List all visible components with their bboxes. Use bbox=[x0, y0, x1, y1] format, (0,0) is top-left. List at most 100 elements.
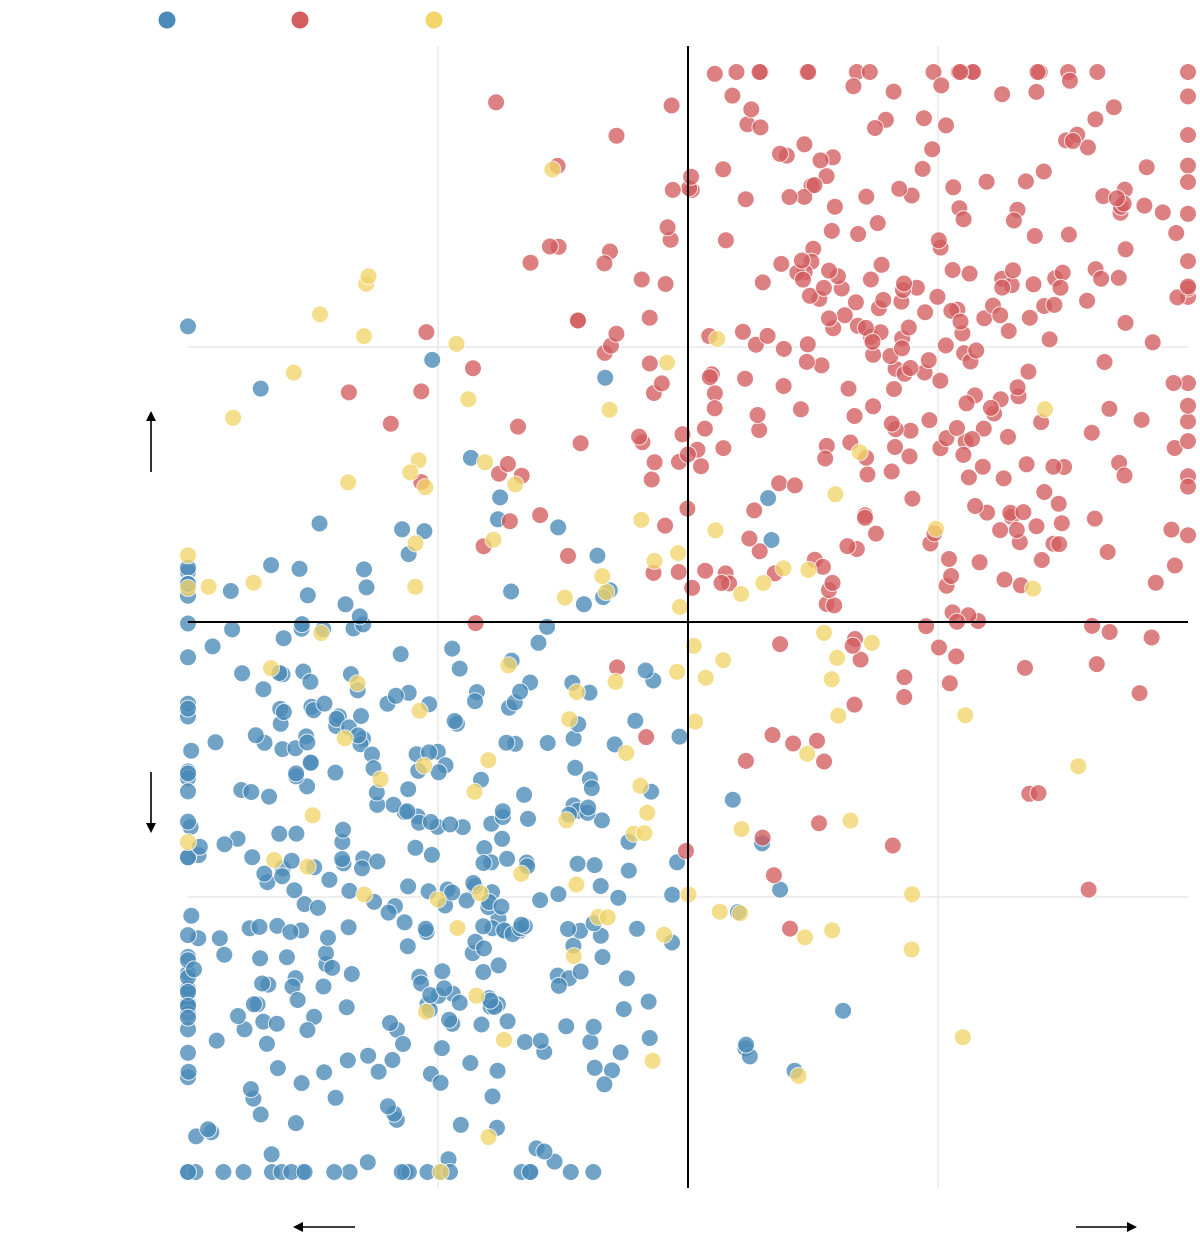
data-point-series-1 bbox=[474, 917, 493, 936]
data-point-series-1 bbox=[592, 811, 611, 830]
data-point-series-3 bbox=[710, 902, 729, 921]
data-point-series-2 bbox=[861, 270, 880, 289]
data-point-series-2 bbox=[895, 668, 914, 687]
data-point-series-2 bbox=[846, 293, 865, 312]
data-point-series-1 bbox=[179, 1043, 197, 1062]
data-point-series-2 bbox=[1088, 63, 1107, 81]
data-point-series-2 bbox=[872, 255, 891, 274]
data-point-series-1 bbox=[443, 639, 462, 658]
data-point-series-3 bbox=[1024, 579, 1043, 598]
data-point-series-3 bbox=[448, 919, 467, 937]
data-point-series-1 bbox=[511, 682, 530, 701]
data-point-series-3 bbox=[484, 530, 503, 549]
data-point-series-2 bbox=[1053, 263, 1072, 282]
data-point-series-2 bbox=[1025, 227, 1044, 245]
data-point-series-3 bbox=[902, 940, 921, 959]
data-point-series-1 bbox=[301, 672, 320, 691]
data-point-series-2 bbox=[733, 322, 752, 341]
data-point-series-1 bbox=[179, 926, 197, 945]
data-point-series-2 bbox=[1179, 526, 1197, 545]
data-point-series-1 bbox=[381, 1014, 399, 1032]
data-point-series-2 bbox=[770, 474, 789, 493]
data-point-series-2 bbox=[1016, 172, 1035, 191]
data-point-series-1 bbox=[203, 637, 222, 656]
data-point-series-2 bbox=[1087, 655, 1106, 674]
data-point-series-1 bbox=[214, 1163, 233, 1181]
data-point-series-1 bbox=[549, 976, 568, 995]
data-point-series-3 bbox=[953, 1028, 972, 1047]
data-point-series-2 bbox=[800, 286, 819, 305]
data-point-series-2 bbox=[991, 521, 1010, 540]
data-point-series-3 bbox=[826, 485, 845, 504]
data-point-series-3 bbox=[593, 567, 612, 586]
data-point-series-1 bbox=[251, 379, 270, 398]
data-point-series-1 bbox=[358, 1153, 377, 1172]
data-point-series-1 bbox=[270, 824, 289, 843]
data-point-series-1 bbox=[295, 1163, 314, 1181]
data-point-series-1 bbox=[320, 870, 339, 889]
data-point-series-2 bbox=[1153, 203, 1172, 222]
data-point-series-1 bbox=[515, 785, 534, 804]
data-point-series-3 bbox=[815, 623, 833, 642]
data-point-series-2 bbox=[540, 237, 559, 256]
data-point-series-2 bbox=[632, 270, 651, 289]
data-point-series-2 bbox=[1162, 520, 1181, 539]
data-point-series-1 bbox=[393, 520, 412, 539]
data-point-series-2 bbox=[569, 311, 587, 330]
data-point-series-2 bbox=[781, 919, 799, 938]
data-point-series-1 bbox=[379, 903, 398, 922]
data-point-series-1 bbox=[333, 850, 352, 868]
data-point-series-2 bbox=[811, 151, 830, 170]
data-point-series-1 bbox=[498, 849, 517, 868]
data-point-series-2 bbox=[1116, 240, 1135, 259]
data-point-series-3 bbox=[312, 624, 331, 642]
data-point-series-3 bbox=[828, 648, 847, 667]
data-point-series-2 bbox=[993, 278, 1012, 297]
data-point-series-2 bbox=[849, 225, 868, 243]
data-point-series-1 bbox=[421, 813, 440, 831]
data-point-series-2 bbox=[736, 751, 755, 770]
data-point-series-1 bbox=[287, 764, 306, 783]
data-point-series-3 bbox=[655, 925, 674, 944]
data-point-series-1 bbox=[326, 1088, 345, 1107]
data-point-series-1 bbox=[233, 664, 252, 683]
data-point-series-1 bbox=[327, 709, 346, 728]
data-point-series-1 bbox=[617, 969, 636, 988]
data-point-series-1 bbox=[326, 763, 345, 782]
data-point-series-2 bbox=[977, 172, 996, 191]
data-point-series-1 bbox=[416, 919, 435, 938]
data-point-series-2 bbox=[1040, 330, 1059, 349]
data-point-series-2 bbox=[412, 382, 431, 401]
data-point-series-2 bbox=[727, 63, 746, 81]
data-point-series-1 bbox=[591, 877, 610, 895]
data-point-series-1 bbox=[593, 948, 612, 966]
data-point-series-2 bbox=[1020, 308, 1039, 327]
data-point-series-3 bbox=[606, 672, 625, 691]
data-point-series-1 bbox=[549, 885, 568, 904]
data-point-series-1 bbox=[531, 891, 550, 910]
data-point-series-1 bbox=[221, 582, 240, 600]
data-point-series-1 bbox=[319, 928, 337, 947]
data-point-series-2 bbox=[901, 421, 920, 440]
data-point-series-1 bbox=[445, 712, 464, 730]
data-point-series-3 bbox=[669, 544, 688, 563]
data-point-series-1 bbox=[292, 1074, 311, 1093]
data-point-series-2 bbox=[696, 561, 715, 580]
data-point-series-2 bbox=[795, 135, 814, 154]
data-point-series-2 bbox=[1168, 288, 1187, 307]
data-point-series-3 bbox=[543, 160, 562, 179]
data-point-series-1 bbox=[334, 820, 352, 839]
data-point-series-3 bbox=[359, 267, 378, 286]
data-point-series-2 bbox=[753, 828, 772, 847]
data-point-series-2 bbox=[656, 275, 675, 293]
data-point-series-1 bbox=[399, 877, 418, 896]
data-point-series-1 bbox=[253, 974, 272, 993]
data-point-series-1 bbox=[244, 995, 263, 1014]
data-point-series-3 bbox=[638, 803, 657, 822]
data-point-series-3 bbox=[567, 875, 586, 894]
data-point-series-2 bbox=[966, 497, 985, 515]
data-point-series-2 bbox=[466, 614, 485, 633]
data-point-series-2 bbox=[1049, 494, 1068, 513]
data-point-series-1 bbox=[315, 1063, 334, 1082]
data-point-series-3 bbox=[706, 521, 725, 540]
